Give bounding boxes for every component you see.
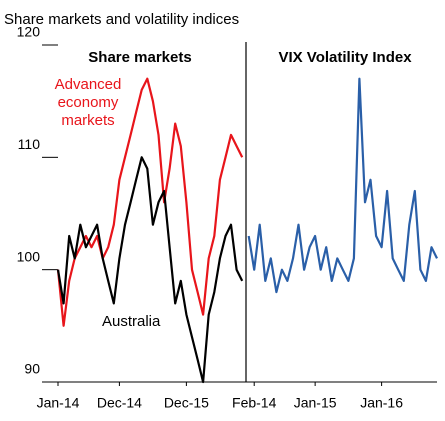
chart-title: Share markets and volatility indices [4,11,239,28]
series-line [247,77,438,294]
series-label: Australia [102,313,161,330]
x-tick-label: Dec-15 [164,395,209,411]
y-tick-label: 110 [18,136,41,152]
x-tick-label: Jan-15 [294,395,337,411]
panel-title: VIX Volatility Index [278,49,412,66]
y-tick-label: 90 [24,361,40,377]
panel-title: Share markets [88,49,191,66]
y-tick-label: 100 [17,248,41,264]
y-tick-label: 120 [17,24,41,40]
x-tick-label: Jan-14 [37,395,80,411]
x-tick-label: Feb-14 [232,395,277,411]
series-line [56,156,244,384]
x-tick-label: Dec-14 [97,395,142,411]
series-label: Advanced economy markets [54,76,122,129]
x-tick-label: Jan-16 [360,395,403,411]
